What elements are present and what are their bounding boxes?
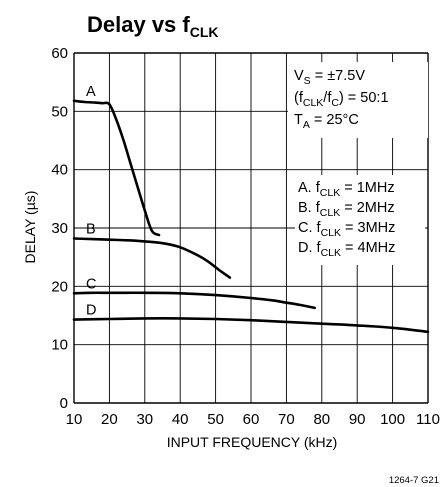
- chart-title-main: Delay vs f: [87, 12, 190, 37]
- series-line-D: [72, 317, 430, 334]
- series-label-A: A: [86, 84, 96, 100]
- x-tick-label: 110: [416, 411, 440, 428]
- condition-ta: TA = 25°C: [294, 112, 359, 131]
- condition-ratio-sub2: C: [331, 97, 339, 109]
- condition-ratio-pre: (f: [294, 90, 304, 106]
- legend-box-bg: [295, 175, 425, 265]
- x-tick-label: 70: [278, 411, 295, 428]
- y-tick-label: 20: [51, 278, 68, 295]
- conditions-box-bg: [288, 62, 428, 138]
- condition-vs-value: = ±7.5V: [311, 68, 366, 84]
- condition-vs-sub: S: [304, 75, 311, 87]
- series-line-B: [72, 237, 232, 279]
- x-tick-label: 100: [380, 411, 405, 428]
- legend-entry: B. fCLK = 2MHz: [298, 200, 395, 219]
- y-tick-label: 60: [51, 45, 68, 62]
- y-tick-label: 30: [51, 220, 68, 237]
- condition-ratio-mid: /f: [323, 90, 332, 106]
- figure-id: 1264-7 G21: [389, 475, 439, 486]
- x-tick-label: 30: [136, 411, 153, 428]
- x-tick-label: 50: [207, 411, 224, 428]
- condition-vs: VS = ±7.5V: [294, 68, 365, 87]
- condition-ratio-post: ) = 50:1: [339, 90, 389, 106]
- chart-title: Delay vs fCLK: [87, 12, 219, 40]
- y-tick-label: 10: [51, 337, 68, 354]
- condition-ta-value: = 25°C: [310, 112, 359, 128]
- condition-ta-sub: A: [303, 119, 310, 131]
- x-tick-label: 20: [101, 411, 118, 428]
- series-label-C: C: [86, 276, 96, 292]
- y-tick-labels: 0 10 20 30 40 50 60: [51, 45, 68, 412]
- series-line-A: [72, 99, 161, 237]
- condition-ta-main: T: [294, 112, 303, 128]
- legend-entry: D. fCLK = 4MHz: [298, 240, 395, 259]
- x-axis-label: INPUT FREQUENCY (kHz): [167, 434, 338, 450]
- x-tick-label: 60: [243, 411, 260, 428]
- x-tick-label: 80: [313, 411, 330, 428]
- series-line-C: [72, 291, 316, 310]
- x-tick-labels: 10 20 30 40 50 60 70 80 90 100 110: [66, 411, 440, 428]
- legend-entry: A. fCLK = 1MHz: [298, 180, 395, 199]
- x-tick-label: 10: [66, 411, 83, 428]
- y-axis-label: DELAY (µs): [22, 191, 38, 264]
- x-tick-label: 40: [172, 411, 189, 428]
- chart-title-sub: CLK: [190, 24, 219, 40]
- series-label-B: B: [86, 222, 96, 238]
- legend-entry: C. fCLK = 3MHz: [298, 220, 395, 239]
- y-tick-label: 0: [60, 395, 68, 412]
- series-label-D: D: [86, 303, 96, 319]
- x-tick-label: 90: [349, 411, 366, 428]
- y-tick-label: 50: [51, 103, 68, 120]
- condition-vs-main: V: [294, 68, 304, 84]
- condition-ratio-sub1: CLK: [303, 97, 323, 109]
- y-tick-label: 40: [51, 162, 68, 179]
- condition-ratio: (fCLK/fC) = 50:1: [294, 90, 389, 109]
